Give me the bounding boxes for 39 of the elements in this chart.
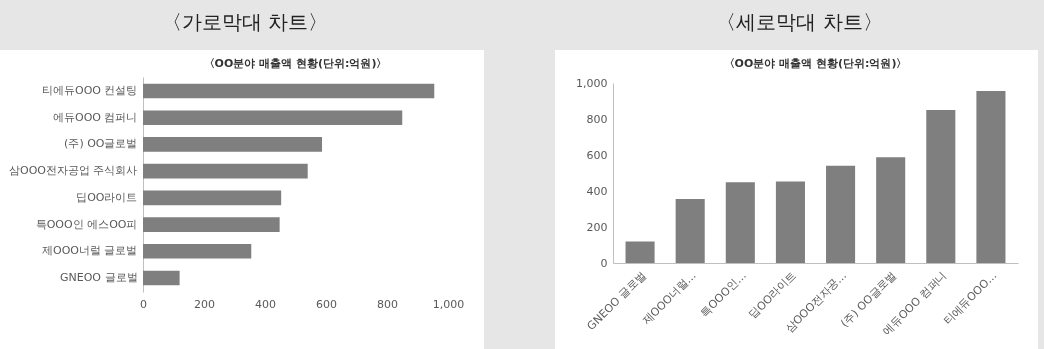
x-tick-label: 0 [140,297,147,311]
x-tick-label: 1,000 [432,297,465,311]
x-tick-label: 400 [255,297,276,311]
bar [143,163,308,179]
chart-subtitle: 〈OO분야 매출액 현황(단위:억원)〉 [203,57,388,70]
bar [675,199,705,263]
y-tick-label: 0 [600,256,608,270]
bar [143,190,282,206]
bar [826,165,856,263]
chart-title: 〈가로막대 차트〉 [160,9,330,36]
bar [976,91,1006,263]
bar [926,110,956,263]
y-tick-label: 1,000 [576,76,608,90]
bar [143,217,280,232]
y-tick-label: 에듀OOO 컴퍼니 [53,110,138,124]
x-tick-label: 200 [194,297,215,311]
y-tick-label: 200 [586,220,608,234]
bar [876,157,906,263]
x-tick-label: 800 [377,297,398,311]
chart-title: 〈세로막대 차트〉 [715,9,884,36]
chart-subtitle: 〈OO분야 매출액 현황(단위:억원)〉 [723,57,908,70]
x-tick-label: 600 [316,297,337,311]
bar [143,243,252,259]
y-tick-label: (주) OO글로벌 [64,137,138,151]
bar [725,182,755,263]
y-tick-label: 제OOO너럴 글로벌 [42,244,138,258]
y-tick-label: 600 [586,148,608,162]
bar [143,83,435,99]
y-tick-label: 800 [586,112,608,126]
y-tick-label: 티에듀OOO 컨설팅 [42,84,138,98]
y-tick-label: 특OOO인 에스OO피 [35,217,138,231]
bar [143,110,403,126]
y-tick-label: 딥OO라이트 [76,190,138,204]
bar [143,270,180,286]
bar [625,241,655,263]
y-tick-label: 400 [586,184,608,198]
bar [775,181,805,263]
y-tick-label: 삼OOO전자공업 주식회사 [9,164,138,178]
bar [143,137,323,152]
